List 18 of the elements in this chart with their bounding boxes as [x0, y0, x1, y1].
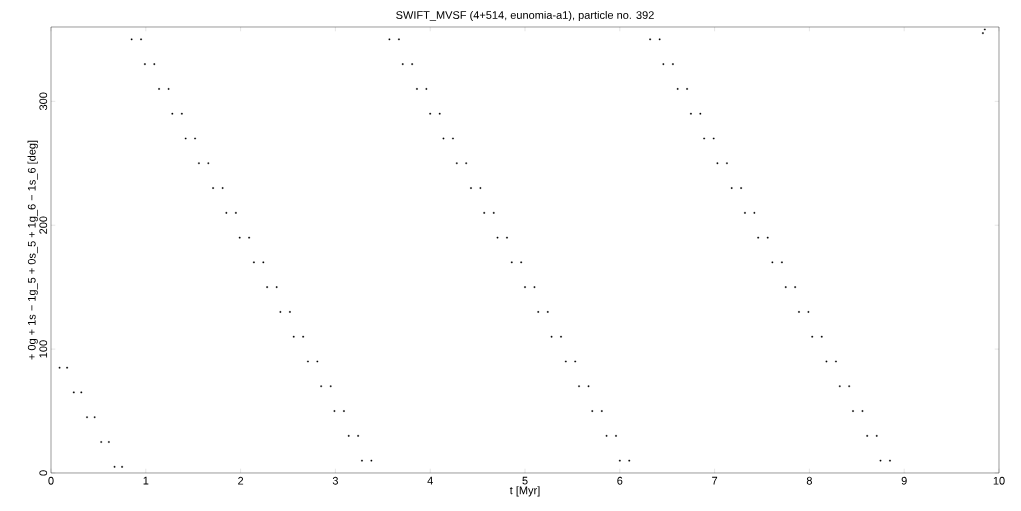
x-tick-label: 3: [332, 476, 338, 485]
x-tick-label: 2: [238, 476, 244, 485]
x-tick-label: 10: [993, 476, 1005, 485]
x-tick-label: 8: [806, 476, 812, 485]
x-axis-title: t [Myr]: [509, 486, 540, 497]
x-tick-label: 9: [901, 476, 907, 485]
x-tick-label: 1: [143, 476, 149, 485]
chart-title: SWIFT_MVSF (4+514, eunomia-a1), particle no. 392: [396, 10, 654, 22]
y-tick-label: 0: [39, 470, 48, 476]
x-tick-label: 0: [48, 476, 54, 485]
y-tick-label: 200: [39, 216, 48, 234]
y-axis-title: + 0g + 1s − 1g_5 + 0s_5 + 1g_6 − 1s_6 [deg]: [27, 140, 38, 360]
x-tick-label: 5: [522, 476, 528, 485]
x-tick-label: 4: [427, 476, 433, 485]
y-tick-label: 300: [39, 92, 48, 111]
y-tick-label: 100: [39, 340, 48, 358]
x-tick-label: 6: [617, 476, 623, 485]
x-tick-label: 7: [712, 476, 718, 485]
